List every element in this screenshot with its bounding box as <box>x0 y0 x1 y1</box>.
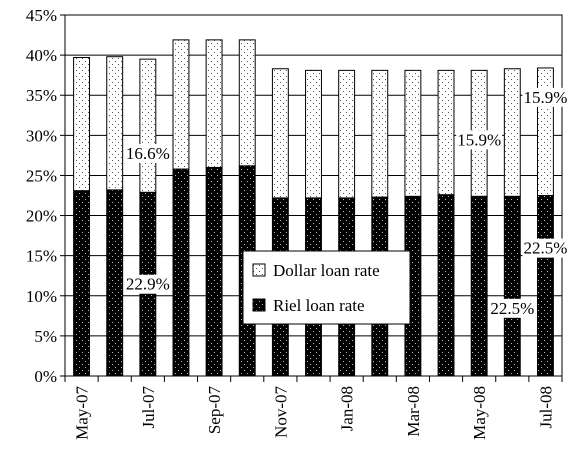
data-label-background <box>522 238 569 258</box>
bar-dollar-loan-rate <box>139 58 157 193</box>
bar-dollar-loan-rate <box>106 56 124 191</box>
data-labels: 16.6% 22.9% 15.9% 22.5% 15.9% 22.5% <box>124 87 569 318</box>
bar-dollar-loan-rate <box>503 68 521 197</box>
data-label: 22.5% <box>489 298 536 318</box>
y-tick-label: 20% <box>26 207 57 226</box>
y-tick-label: 15% <box>26 247 57 266</box>
bar-dollar-loan-rate <box>172 39 190 170</box>
bars <box>73 39 554 377</box>
x-tick-label: May-08 <box>470 386 489 440</box>
bar-dollar-loan-rate <box>73 57 91 192</box>
x-tick-label: Mar-08 <box>404 386 423 437</box>
x-tick-label: Jul-08 <box>536 386 555 429</box>
y-tick-label: 0% <box>34 367 57 386</box>
y-tick-label: 25% <box>26 166 57 185</box>
axes: 0% 5% 10% 15% 20% 25% 30% 35% 40% 45% May-07 Jul-07… <box>26 6 563 440</box>
bar-dollar-loan-rate <box>338 69 356 199</box>
data-label-background <box>124 274 171 294</box>
y-tick-label: 40% <box>26 46 57 65</box>
x-tick-label: Jan-08 <box>338 386 357 431</box>
bar-dollar-loan-rate <box>205 39 223 168</box>
y-tick-label: 35% <box>26 86 57 105</box>
data-label: 15.9% <box>456 130 503 150</box>
data-label-text: 15.9% <box>523 88 567 107</box>
x-tick-label: May-07 <box>73 386 92 440</box>
bar-dollar-loan-rate <box>238 39 256 167</box>
legend-label: Dollar loan rate <box>273 261 380 280</box>
data-label: 16.6% <box>124 143 171 163</box>
data-label-background <box>522 87 569 107</box>
bar-dollar-loan-rate <box>271 68 289 199</box>
legend: Dollar loan rate Riel loan rate <box>242 250 411 325</box>
legend-swatch <box>252 298 266 312</box>
data-label-text: 15.9% <box>457 130 501 149</box>
legend-swatch <box>252 263 266 277</box>
data-label-text: 22.5% <box>490 299 534 318</box>
data-label-text: 22.5% <box>523 239 567 258</box>
bar-riel-loan-rate <box>106 189 124 377</box>
bar-riel-loan-rate <box>73 190 91 377</box>
bar-riel-loan-rate <box>470 195 488 377</box>
data-label-background <box>489 298 536 318</box>
bar-dollar-loan-rate <box>305 69 322 199</box>
legend-box <box>242 250 411 325</box>
x-tick-label: Sep-07 <box>205 386 224 435</box>
bar-dollar-loan-rate <box>371 69 389 198</box>
data-label-background <box>124 143 171 163</box>
data-label-text: 22.9% <box>126 275 170 294</box>
bar-dollar-loan-rate <box>437 69 455 196</box>
data-label: 15.9% <box>522 87 569 107</box>
bar-riel-loan-rate <box>503 195 521 377</box>
legend-label: Riel loan rate <box>273 296 365 315</box>
x-tick-label: Nov-07 <box>271 386 290 438</box>
bar-riel-loan-rate <box>172 168 190 377</box>
y-tick-label: 5% <box>34 327 57 346</box>
bar-riel-loan-rate <box>205 166 223 377</box>
bar-riel-loan-rate <box>437 194 455 377</box>
y-tick-label: 45% <box>26 6 57 25</box>
y-tick-label: 30% <box>26 126 57 145</box>
data-label: 22.5% <box>522 238 569 258</box>
y-tick-label: 10% <box>26 287 57 306</box>
data-label: 22.9% <box>124 274 171 294</box>
data-label-text: 16.6% <box>126 144 170 163</box>
data-label-background <box>456 130 503 150</box>
x-tick-label: Jul-07 <box>139 386 158 429</box>
bar-riel-loan-rate <box>536 195 554 377</box>
bar-dollar-loan-rate <box>404 69 422 197</box>
